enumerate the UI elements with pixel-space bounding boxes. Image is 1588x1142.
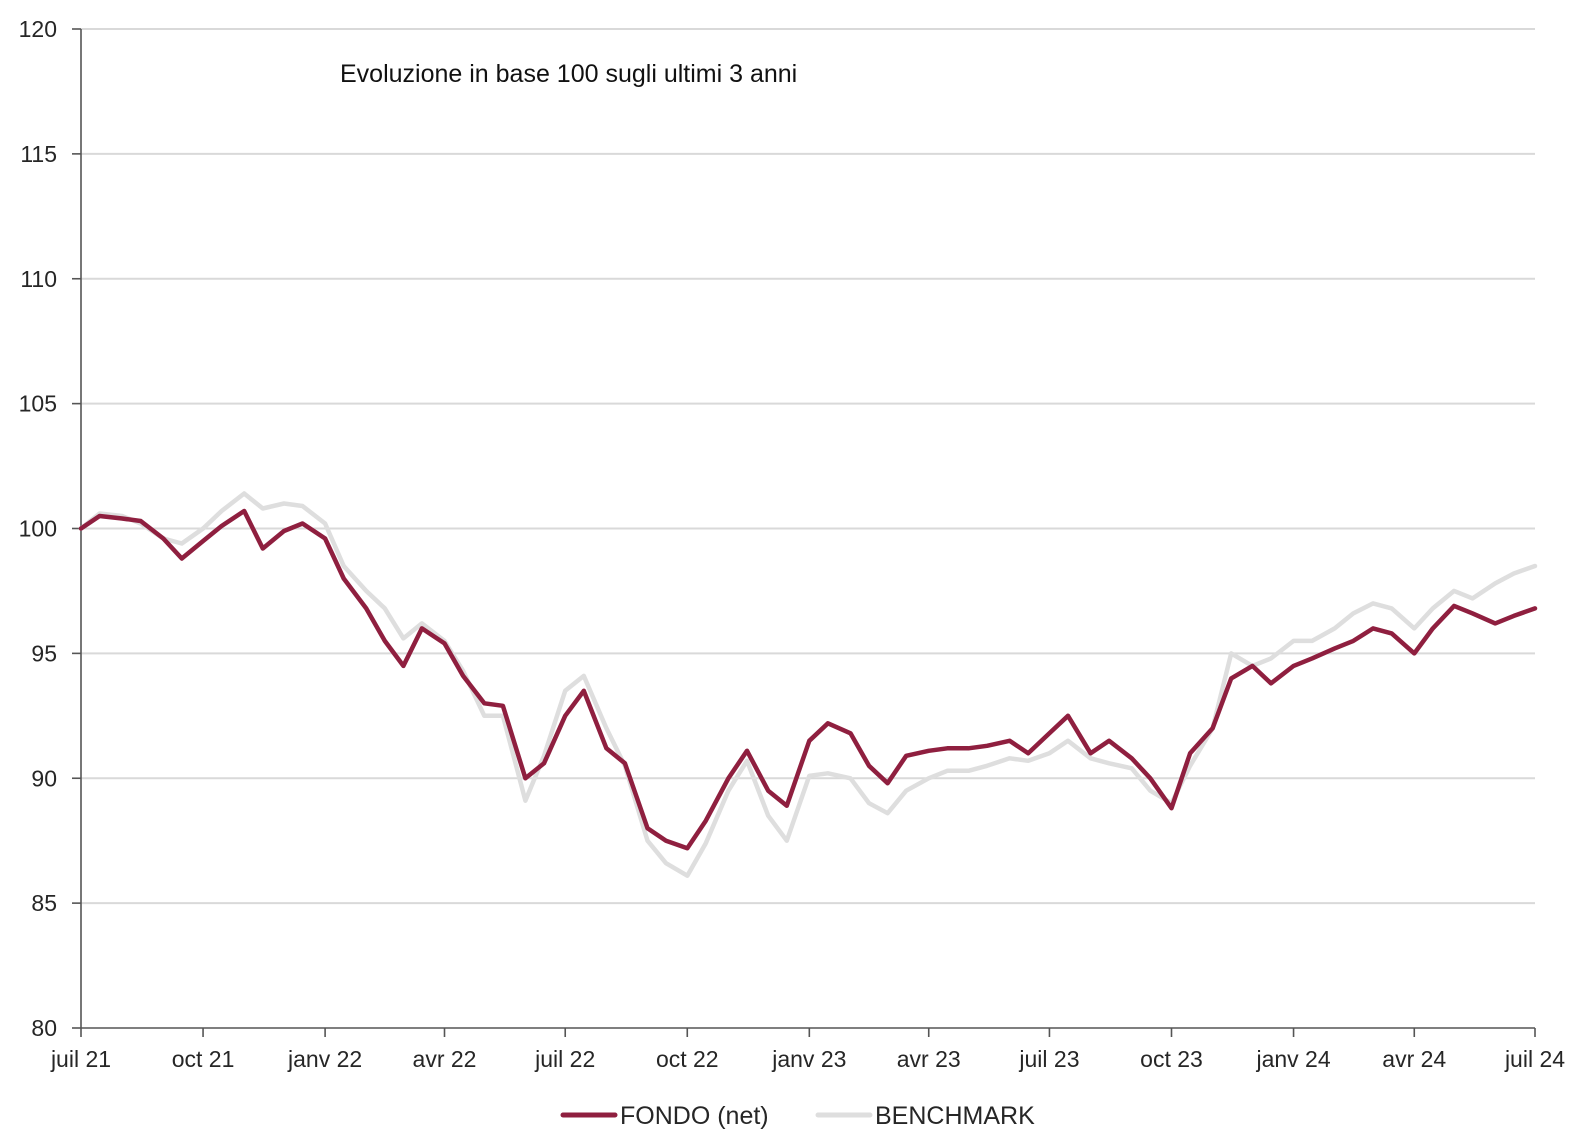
y-tick-label: 85 <box>31 890 57 916</box>
x-tick-label: avr 24 <box>1382 1046 1446 1072</box>
y-tick-label: 80 <box>31 1015 57 1041</box>
series-lines <box>78 491 1538 878</box>
x-tick-label: juil 22 <box>534 1046 595 1072</box>
x-tick-label: avr 22 <box>413 1046 477 1072</box>
y-tick-label: 105 <box>19 391 57 417</box>
gridlines <box>81 28 1535 905</box>
y-tick-label: 95 <box>31 640 57 666</box>
y-tick-label: 120 <box>19 16 57 42</box>
x-tick-label: juil 23 <box>1018 1046 1079 1072</box>
legend: FONDO (net) BENCHMARK <box>560 1102 1035 1130</box>
x-tick-label: oct 22 <box>656 1046 719 1072</box>
series-line-fondo <box>78 508 1538 851</box>
x-tick-label: oct 21 <box>172 1046 235 1072</box>
x-tick-label: janv 24 <box>1255 1046 1330 1072</box>
axes: 80 85 90 95 100 105 110 115 120 juil 21 oct 21 janv… <box>19 16 1566 1072</box>
y-tick-label: 115 <box>20 141 57 167</box>
x-tick-label: janv 22 <box>287 1046 362 1072</box>
legend-label-fondo: FONDO (net) <box>620 1102 769 1130</box>
x-tick-label: janv 23 <box>771 1046 846 1072</box>
series-line-benchmark <box>78 491 1538 878</box>
legend-label-benchmark: BENCHMARK <box>875 1102 1035 1130</box>
chart-title: Evoluzione in base 100 sugli ultimi 3 an… <box>340 60 797 88</box>
x-tick-label: juil 24 <box>1504 1046 1565 1072</box>
x-tick-label: avr 23 <box>897 1046 961 1072</box>
y-tick-label: 90 <box>31 765 57 791</box>
y-tick-label: 100 <box>19 516 57 542</box>
y-tick-label: 110 <box>20 266 57 292</box>
x-tick-label: oct 23 <box>1140 1046 1203 1072</box>
x-tick-label: juil 21 <box>50 1046 111 1072</box>
